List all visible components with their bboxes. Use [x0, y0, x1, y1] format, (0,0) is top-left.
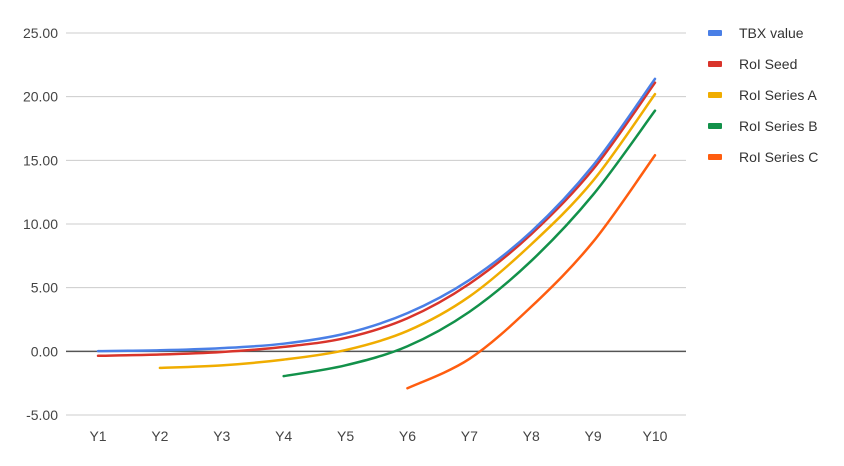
legend-swatch	[708, 92, 722, 98]
y-tick-label: 15.00	[23, 152, 58, 168]
y-tick-label: 20.00	[23, 89, 58, 105]
legend: TBX value RoI Seed RoI Series A RoI Series …	[708, 25, 818, 165]
legend-swatch	[708, 154, 722, 160]
gridlines	[66, 32, 686, 416]
series-lines	[96, 77, 657, 390]
legend-label: TBX value	[739, 25, 804, 41]
legend-item-roi-series-c: RoI Series C	[708, 149, 818, 165]
series-line-roi-seed	[96, 81, 657, 358]
series-line-roi-series-a	[158, 92, 657, 370]
series-line-roi-series-b	[282, 109, 657, 378]
y-tick-label: 10.00	[23, 216, 58, 232]
legend-label: RoI Series C	[739, 149, 818, 165]
x-axis-tick-labels: Y1 Y2 Y3 Y4 Y5 Y6 Y7 Y8 Y9 Y10	[89, 428, 667, 444]
series-line-tbx-value	[96, 77, 657, 353]
y-tick-label: 0.00	[31, 343, 58, 359]
y-axis-tick-labels: -5.00 0.00 5.00 10.00 15.00 20.00 25.00	[23, 25, 58, 423]
y-tick-label: 5.00	[31, 280, 58, 296]
legend-swatch	[708, 61, 722, 67]
x-tick-label: Y2	[151, 428, 168, 444]
x-tick-label: Y6	[399, 428, 416, 444]
x-tick-label: Y5	[337, 428, 354, 444]
legend-swatch	[708, 30, 722, 36]
legend-swatch	[708, 123, 722, 129]
legend-item-roi-seed: RoI Seed	[708, 56, 797, 72]
x-tick-label: Y9	[585, 428, 602, 444]
x-tick-label: Y1	[89, 428, 106, 444]
series-line-roi-series-c	[406, 153, 657, 390]
legend-label: RoI Series B	[739, 118, 818, 134]
y-tick-label: -5.00	[26, 407, 58, 423]
x-tick-label: Y7	[461, 428, 478, 444]
legend-item-tbx-value: TBX value	[708, 25, 804, 41]
x-tick-label: Y3	[213, 428, 230, 444]
y-tick-label: 25.00	[23, 25, 58, 41]
legend-item-roi-series-a: RoI Series A	[708, 87, 817, 103]
x-tick-label: Y4	[275, 428, 292, 444]
legend-item-roi-series-b: RoI Series B	[708, 118, 818, 134]
legend-label: RoI Series A	[739, 87, 817, 103]
x-tick-label: Y10	[643, 428, 668, 444]
legend-label: RoI Seed	[739, 56, 797, 72]
x-tick-label: Y8	[523, 428, 540, 444]
